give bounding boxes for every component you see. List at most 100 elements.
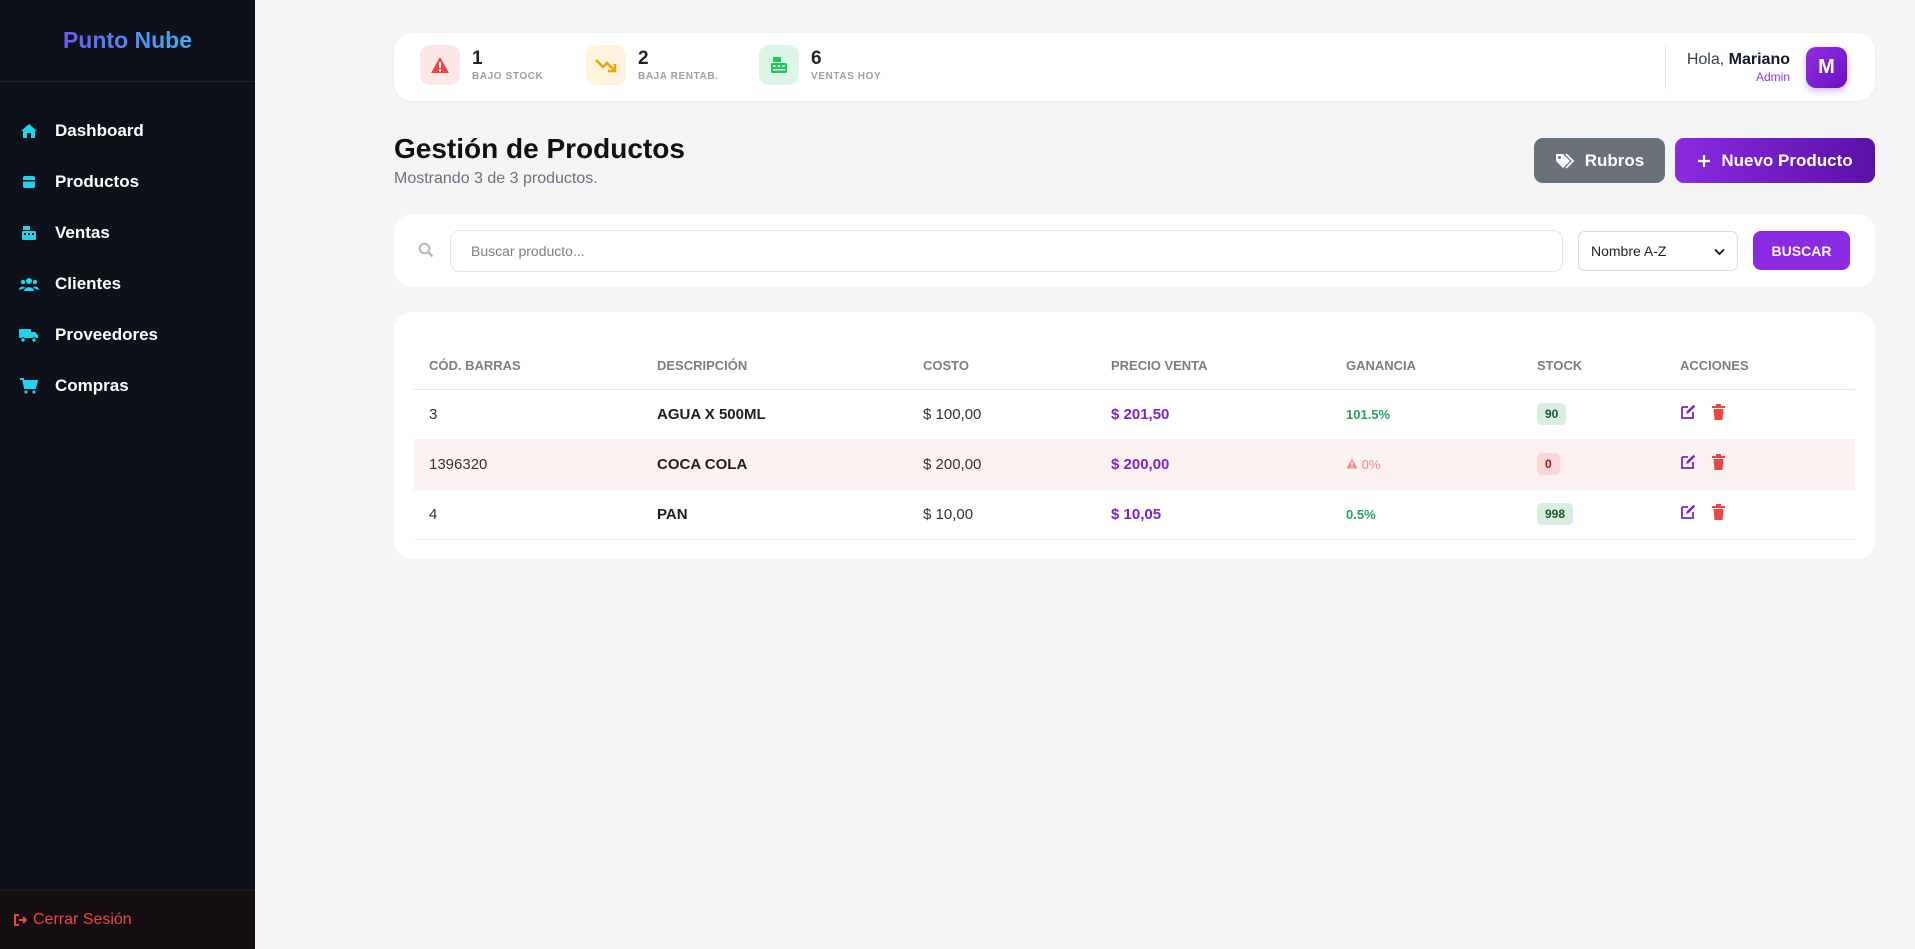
cell-code: 1396320 (414, 439, 642, 490)
avatar[interactable]: M (1806, 47, 1847, 88)
sidebar-nav: Dashboard Productos Ventas Clientes Prov… (0, 82, 255, 411)
cash-register-icon (759, 45, 799, 85)
sidebar-item-label: Proveedores (55, 324, 158, 344)
edit-icon (1680, 454, 1696, 474)
sort-select-value: Nombre A-Z (1591, 243, 1667, 259)
cell-stock: 998 (1522, 489, 1665, 540)
cell-code: 3 (414, 389, 642, 440)
user-name: Mariano (1728, 51, 1790, 68)
products-table: CÓD. BARRAS DESCRIPCIÓN COSTO PRECIO VEN… (414, 342, 1855, 540)
trash-icon (1712, 504, 1726, 524)
divider (1665, 45, 1666, 89)
sidebar-item-label: Productos (55, 171, 140, 191)
cell-cost: $ 200,00 (908, 439, 1096, 490)
stat-baja-rentab[interactable]: 2 BAJA RENTAB. (586, 45, 719, 85)
stat-value: 1 (472, 47, 483, 69)
delete-button[interactable] (1712, 504, 1726, 524)
stat-label: BAJO STOCK (472, 70, 544, 82)
edit-icon (1680, 404, 1696, 424)
sidebar-item-ventas[interactable]: Ventas (0, 207, 255, 258)
products-table-card: CÓD. BARRAS DESCRIPCIÓN COSTO PRECIO VEN… (394, 312, 1875, 559)
logout-button[interactable]: Cerrar Sesión (0, 890, 255, 949)
cell-cost: $ 10,00 (908, 489, 1096, 540)
trend-down-icon (586, 45, 626, 85)
truck-icon (19, 325, 39, 345)
new-product-label: Nuevo Producto (1721, 150, 1853, 170)
sidebar-item-label: Ventas (55, 222, 110, 242)
search-input[interactable] (450, 230, 1563, 272)
brand[interactable]: Punto Nube (0, 0, 255, 82)
home-icon (19, 121, 39, 141)
cell-actions (1665, 489, 1855, 540)
trash-icon (1712, 454, 1726, 474)
box-icon (19, 172, 39, 192)
sort-select[interactable]: Nombre A-Z (1578, 231, 1738, 271)
sidebar-item-proveedores[interactable]: Proveedores (0, 309, 255, 360)
stat-label: VENTAS HOY (811, 70, 882, 82)
stat-ventas-hoy[interactable]: 6 VENTAS HOY (759, 45, 881, 85)
sidebar: Punto Nube Dashboard Productos Ventas Cl… (0, 0, 255, 949)
rubros-button[interactable]: Rubros (1534, 138, 1665, 183)
user-greeting: Hola, Mariano Admin (1687, 51, 1790, 84)
column-header[interactable]: COSTO (908, 342, 1096, 390)
stat-label: BAJA RENTAB. (638, 70, 719, 82)
new-product-button[interactable]: Nuevo Producto (1675, 138, 1875, 183)
column-header[interactable]: STOCK (1522, 342, 1665, 390)
search-icon (418, 242, 434, 263)
cash-register-icon (19, 223, 39, 243)
cell-margin: 0% (1331, 439, 1522, 490)
cell-description: AGUA X 500ML (642, 389, 908, 440)
sidebar-item-compras[interactable]: Compras (0, 360, 255, 411)
tags-icon (1555, 152, 1575, 169)
table-row[interactable]: 1396320 COCA COLA $ 200,00 $ 200,00 0% 0 (414, 439, 1855, 490)
cell-actions (1665, 389, 1855, 440)
page-title: Gestión de Productos (394, 133, 685, 164)
table-row[interactable]: 3 AGUA X 500ML $ 100,00 $ 201,50 101.5% … (414, 389, 1855, 440)
edit-button[interactable] (1680, 504, 1696, 524)
search-card: Nombre A-Z BUSCAR (394, 214, 1875, 287)
trash-icon (1712, 404, 1726, 424)
plus-icon (1697, 154, 1711, 168)
page-subtitle: Mostrando 3 de 3 productos. (394, 170, 598, 187)
sidebar-item-productos[interactable]: Productos (0, 156, 255, 207)
cell-price: $ 10,05 (1096, 489, 1331, 540)
brand-logo-text[interactable]: Punto Nube (62, 27, 193, 53)
warning-icon (420, 45, 460, 85)
sidebar-item-clientes[interactable]: Clientes (0, 258, 255, 309)
margin-value: 0.5% (1346, 506, 1376, 522)
stat-value: 6 (811, 47, 822, 69)
stock-badge: 998 (1537, 503, 1574, 525)
rubros-label: Rubros (1584, 150, 1645, 170)
cell-margin: 101.5% (1331, 389, 1522, 440)
table-row[interactable]: 4 PAN $ 10,00 $ 10,05 0.5% 998 (414, 489, 1855, 540)
greeting-text: Hola, (1686, 51, 1725, 68)
user-role: Admin (1755, 70, 1790, 84)
search-button[interactable]: BUSCAR (1753, 231, 1850, 270)
users-icon (19, 274, 39, 294)
column-header: ACCIONES (1665, 342, 1855, 390)
edit-button[interactable] (1680, 404, 1696, 424)
margin-value: 101.5% (1346, 406, 1391, 422)
cell-cost: $ 100,00 (908, 389, 1096, 440)
stock-badge: 0 (1537, 453, 1560, 475)
edit-icon (1680, 504, 1696, 524)
stat-value: 2 (638, 47, 649, 69)
column-header[interactable]: PRECIO VENTA (1096, 342, 1331, 390)
cell-stock: 0 (1522, 439, 1665, 490)
delete-button[interactable] (1712, 404, 1726, 424)
column-header[interactable]: CÓD. BARRAS (414, 342, 642, 390)
sign-out-icon (14, 914, 28, 926)
column-header[interactable]: DESCRIPCIÓN (642, 342, 908, 390)
sidebar-item-dashboard[interactable]: Dashboard (0, 105, 255, 156)
cell-price: $ 200,00 (1096, 439, 1331, 490)
sidebar-item-label: Compras (55, 375, 129, 395)
cell-stock: 90 (1522, 389, 1665, 440)
cart-icon (19, 376, 39, 396)
stat-bajo-stock[interactable]: 1 BAJO STOCK (420, 45, 543, 85)
column-header[interactable]: GANANCIA (1331, 342, 1522, 390)
sidebar-item-label: Dashboard (55, 120, 144, 140)
delete-button[interactable] (1712, 454, 1726, 474)
edit-button[interactable] (1680, 454, 1696, 474)
stock-badge: 90 (1537, 403, 1567, 425)
cell-description: PAN (642, 489, 908, 540)
